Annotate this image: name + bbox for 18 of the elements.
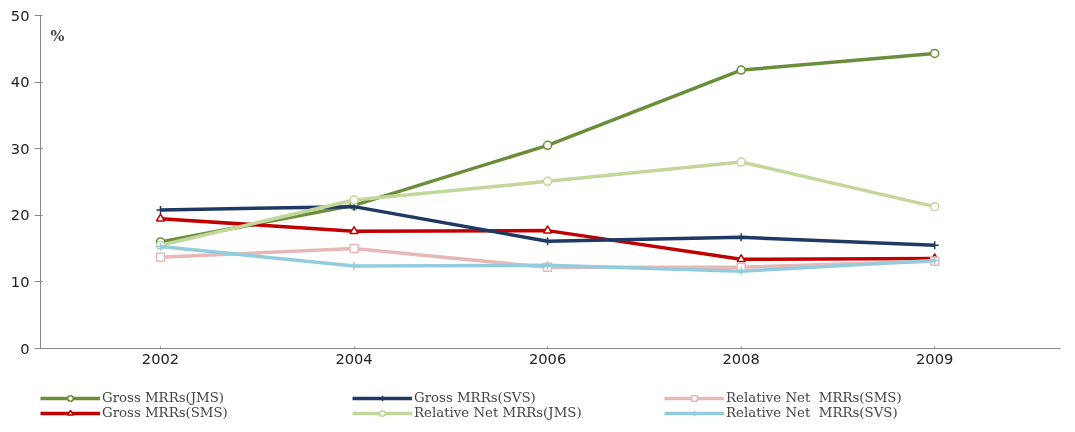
y-tick-label: 0: [20, 339, 30, 357]
legend-label: Gross MRRs(JMS): [102, 390, 226, 405]
y-axis-title: %: [50, 26, 65, 44]
x-tick-label: 2006: [528, 349, 567, 367]
y-tick-label: 30: [10, 139, 30, 157]
x-tick-label: 2004: [335, 349, 373, 367]
legend-label: Relative Net MRRs(SVS): [726, 405, 899, 420]
legend-label: Gross MRRs(SMS): [102, 405, 229, 420]
legend-label: Gross MRRs(SVS): [414, 390, 537, 405]
legend-label: Relative Net MRRs(SMS): [726, 390, 903, 405]
x-tick-label: 2002: [141, 349, 180, 367]
y-tick-label: 10: [10, 272, 30, 290]
y-tick-label: 50: [10, 6, 30, 24]
legend-label: Relative Net MRRs(JMS): [414, 405, 583, 420]
x-tick-label: 2008: [722, 349, 760, 367]
x-tick-label: 2009: [916, 349, 954, 367]
y-tick-label: 20: [10, 206, 30, 224]
y-tick-label: 40: [10, 73, 30, 91]
